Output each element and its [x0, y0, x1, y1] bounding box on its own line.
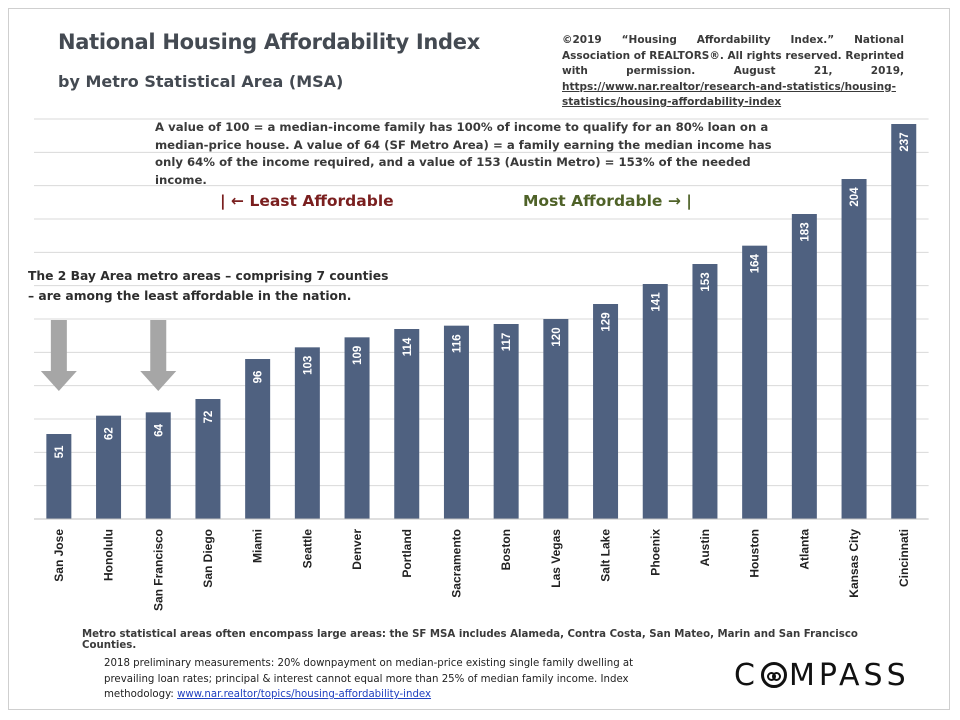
bar	[245, 359, 271, 519]
bar	[294, 347, 320, 519]
bar	[195, 399, 221, 519]
least-affordable-label: | ← Least Affordable	[220, 192, 394, 210]
bar	[493, 324, 519, 519]
data-label: 129	[601, 312, 613, 331]
data-label: 120	[551, 327, 563, 346]
category-label: Austin	[698, 529, 712, 566]
data-label: 51	[54, 445, 66, 458]
data-label: 109	[352, 346, 364, 365]
bar	[841, 179, 867, 519]
data-label: 153	[700, 272, 712, 291]
down-arrow-icon	[140, 320, 177, 391]
bar	[742, 245, 768, 519]
bar	[593, 304, 619, 519]
logo-suffix: MPASS	[788, 658, 910, 693]
msa-note: Metro statistical areas often encompass …	[82, 629, 858, 651]
data-label: 183	[799, 222, 811, 241]
credit-text: ©2019 “Housing Affordability Index.” Nat…	[562, 34, 904, 77]
bar	[344, 337, 370, 519]
data-label: 237	[899, 132, 911, 151]
data-label: 96	[253, 371, 265, 384]
category-label: Denver	[350, 529, 364, 570]
copyright-credit: ©2019 “Housing Affordability Index.” Nat…	[562, 33, 904, 111]
category-label: Sacramento	[449, 529, 463, 598]
category-label: Seattle	[300, 529, 314, 569]
category-label: San Jose	[52, 529, 66, 582]
bar	[642, 284, 668, 519]
bay-area-note: The 2 Bay Area metro areas – comprising …	[28, 269, 389, 303]
compass-logo: C MPASS	[734, 658, 910, 693]
methodology-link[interactable]: www.nar.realtor/topics/housing-affordabi…	[177, 689, 432, 700]
category-label: Las Vegas	[549, 529, 563, 588]
category-label: San Francisco	[151, 529, 165, 611]
chart-title: National Housing Affordability Index	[58, 30, 480, 54]
bar	[692, 264, 718, 519]
data-label: 114	[402, 337, 414, 356]
category-label: Phoenix	[648, 529, 662, 576]
data-label: 141	[650, 292, 662, 312]
category-label: San Diego	[201, 529, 215, 588]
footnote-text: 2018 preliminary measurements: 20% downp…	[104, 658, 634, 700]
down-arrow-icon	[40, 320, 77, 391]
data-label: 64	[153, 423, 165, 436]
data-label: 62	[104, 427, 116, 440]
data-label: 117	[501, 333, 513, 352]
category-label: Boston	[499, 529, 513, 570]
index-explanation: A value of 100 = a median-income family …	[155, 120, 772, 187]
data-label: 204	[849, 187, 861, 207]
most-affordable-label: Most Affordable → |	[523, 192, 692, 210]
bar	[791, 214, 817, 519]
bar	[145, 412, 171, 519]
bar	[543, 319, 569, 519]
logo-o-mark	[760, 662, 787, 688]
category-label: Atlanta	[797, 529, 811, 570]
data-label: 116	[451, 334, 463, 353]
category-label: Salt Lake	[599, 529, 613, 582]
category-label: Cincinnati	[897, 529, 911, 587]
methodology-footnote: 2018 preliminary measurements: 20% downp…	[104, 656, 684, 703]
data-label: 103	[302, 356, 314, 375]
chart-subtitle: by Metro Statistical Area (MSA)	[58, 72, 344, 91]
bar	[394, 329, 420, 519]
category-label: Miami	[251, 529, 265, 563]
bar	[891, 124, 917, 519]
bar	[96, 415, 122, 519]
category-label: Honolulu	[102, 529, 116, 581]
category-label: Kansas City	[847, 529, 861, 598]
bar	[46, 434, 72, 519]
category-label: Portland	[400, 529, 414, 578]
logo-prefix: C	[734, 658, 759, 693]
category-label: Houston	[748, 529, 762, 578]
bar	[443, 325, 469, 519]
data-label: 164	[750, 253, 762, 273]
data-label: 72	[203, 411, 215, 424]
credit-link[interactable]: https://www.nar.realtor/research-and-sta…	[562, 80, 896, 109]
